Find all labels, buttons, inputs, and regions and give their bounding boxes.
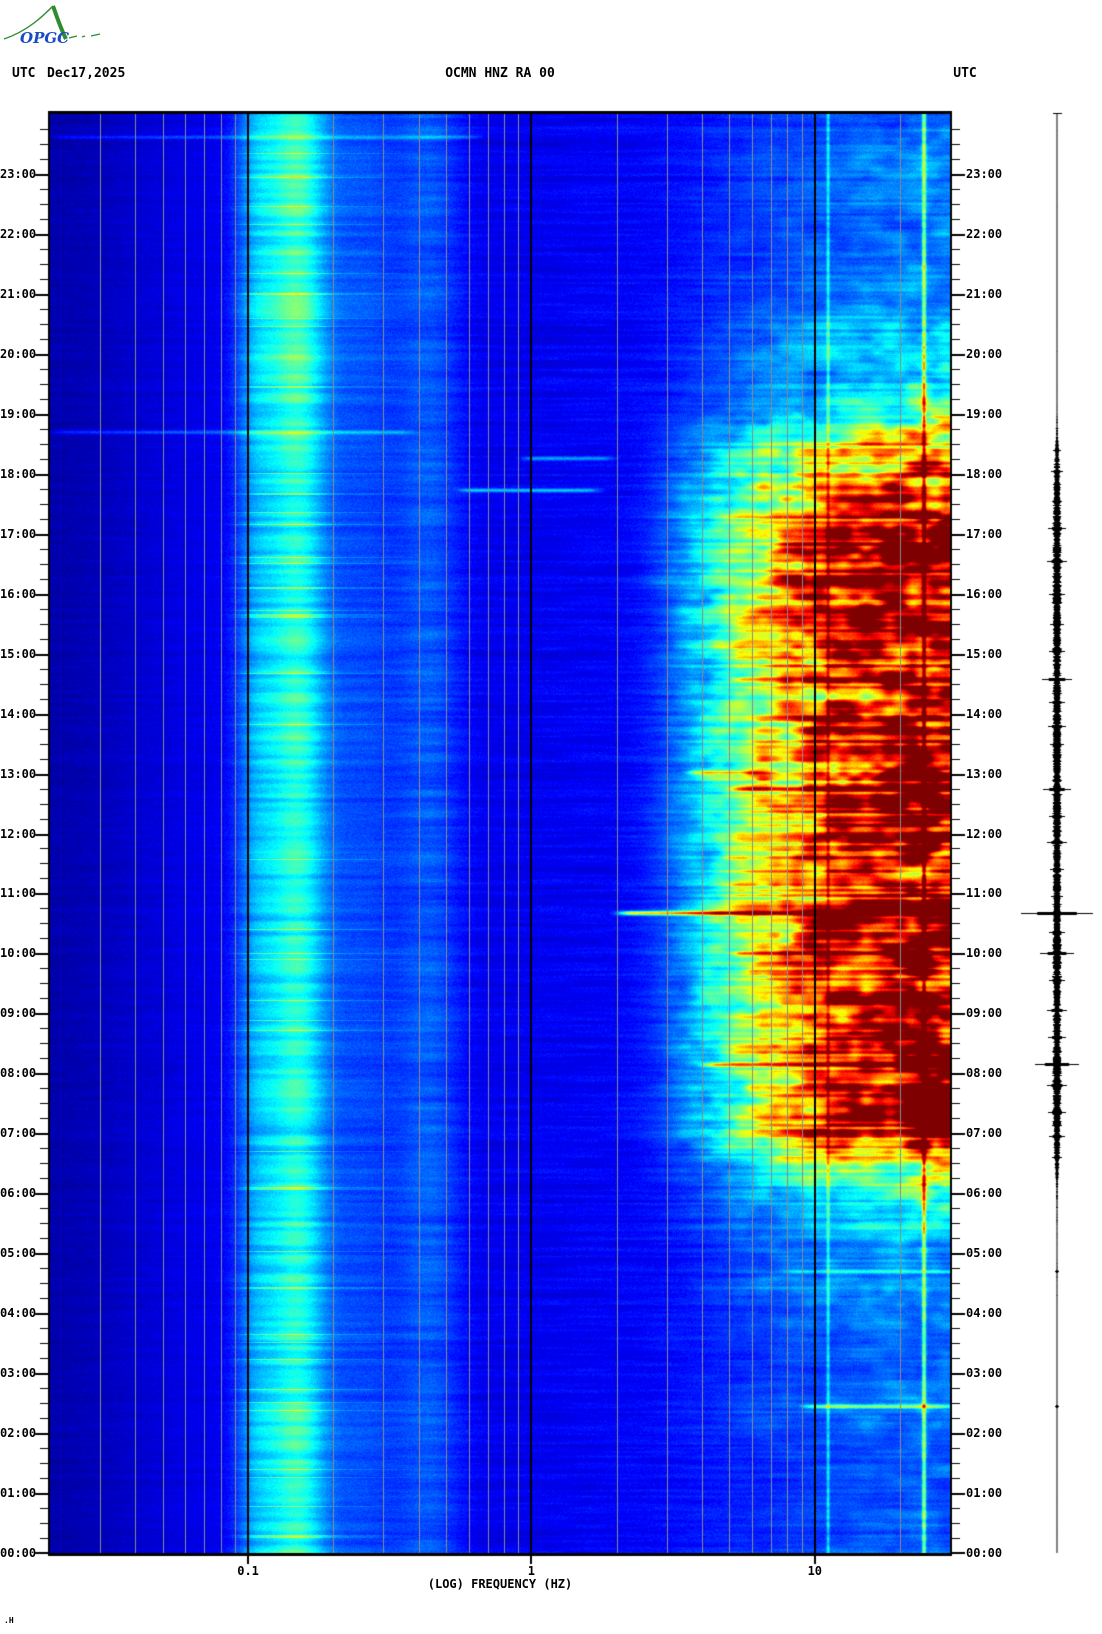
freq-tick-label: 10 bbox=[807, 1564, 823, 1578]
hour-label-left: 20:00 bbox=[0, 346, 37, 361]
hour-label-left: 14:00 bbox=[0, 706, 37, 721]
hour-label-right: 07:00 bbox=[966, 1126, 1003, 1141]
hour-label-left: 18:00 bbox=[0, 466, 37, 481]
hour-label-left: 22:00 bbox=[0, 226, 37, 241]
hour-label-right: 00:00 bbox=[966, 1546, 1003, 1560]
hour-label-left: 17:00 bbox=[0, 526, 37, 541]
hour-label-left: 12:00 bbox=[0, 826, 37, 841]
hour-label-left: 15:00 bbox=[0, 646, 37, 661]
hour-label-right: 02:00 bbox=[966, 1426, 1003, 1441]
hour-label-left: 10:00 bbox=[0, 946, 37, 961]
hour-label-right: 01:00 bbox=[966, 1486, 1003, 1501]
hour-label-left: 11:00 bbox=[0, 886, 37, 901]
hour-label-right: 09:00 bbox=[966, 1006, 1003, 1021]
hour-label-right: 15:00 bbox=[966, 646, 1003, 661]
hour-label-right: 19:00 bbox=[966, 406, 1003, 421]
hour-label-left: 08:00 bbox=[0, 1066, 37, 1081]
hour-label-right: 20:00 bbox=[966, 346, 1003, 361]
hour-label-right: 12:00 bbox=[966, 826, 1003, 841]
hour-label-left: 00:00 bbox=[0, 1546, 37, 1560]
hour-label-right: 03:00 bbox=[966, 1366, 1003, 1381]
hour-label-left: 23:00 bbox=[0, 166, 37, 181]
hour-label-right: 13:00 bbox=[966, 766, 1003, 781]
hour-label-right: 06:00 bbox=[966, 1186, 1003, 1201]
hour-label-left: 21:00 bbox=[0, 286, 37, 301]
hour-label-left: 16:00 bbox=[0, 586, 37, 601]
freq-tick-label: 0.1 bbox=[237, 1564, 259, 1578]
hour-label-right: 22:00 bbox=[966, 226, 1003, 241]
hour-label-left: 02:00 bbox=[0, 1426, 37, 1441]
hour-label-right: 05:00 bbox=[966, 1246, 1003, 1261]
hour-label-left: 04:00 bbox=[0, 1306, 37, 1321]
hour-label-right: 16:00 bbox=[966, 586, 1003, 601]
hour-label-right: 14:00 bbox=[966, 706, 1003, 721]
hour-label-left: 07:00 bbox=[0, 1126, 37, 1141]
hour-label-left: 19:00 bbox=[0, 406, 37, 421]
corner-mark: .H bbox=[4, 1616, 14, 1625]
hour-label-right: 21:00 bbox=[966, 286, 1003, 301]
hour-label-left: 13:00 bbox=[0, 766, 37, 781]
hour-label-right: 18:00 bbox=[966, 466, 1003, 481]
hour-label-left: 09:00 bbox=[0, 1006, 37, 1021]
hour-label-right: 17:00 bbox=[966, 526, 1003, 541]
hour-label-left: 03:00 bbox=[0, 1366, 37, 1381]
hour-label-left: 01:00 bbox=[0, 1486, 37, 1501]
hour-label-right: 11:00 bbox=[966, 886, 1003, 901]
freq-tick-label: 1 bbox=[527, 1564, 536, 1578]
hour-label-right: 23:00 bbox=[966, 166, 1003, 181]
hour-label-left: 05:00 bbox=[0, 1246, 37, 1261]
hour-label-right: 04:00 bbox=[966, 1306, 1003, 1321]
hour-label-right: 08:00 bbox=[966, 1066, 1003, 1081]
x-axis-title: (LOG) FREQUENCY (HZ) bbox=[427, 1577, 573, 1591]
hour-label-left: 06:00 bbox=[0, 1186, 37, 1201]
hour-label-right: 10:00 bbox=[966, 946, 1003, 961]
